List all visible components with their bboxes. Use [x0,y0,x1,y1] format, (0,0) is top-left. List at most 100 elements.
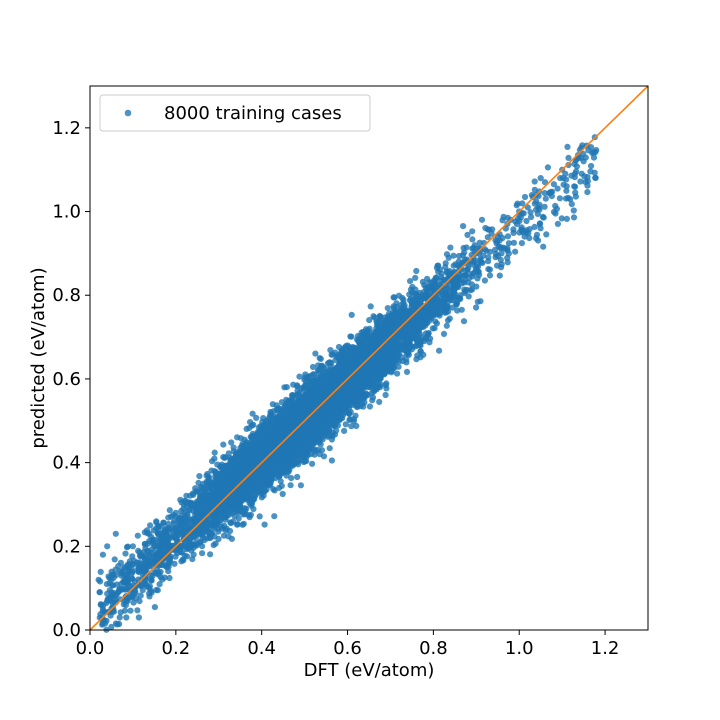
scatter-point [527,209,534,216]
scatter-point [382,391,389,399]
scatter-point [165,514,172,521]
scatter-point [287,482,294,489]
scatter-point [253,414,260,421]
scatter-point [135,614,142,621]
scatter-point [473,304,480,311]
scatter-point [550,181,558,188]
scatter-point [469,236,476,243]
scatter-point [511,248,519,255]
scatter-point [512,218,519,225]
scatter-point [370,313,377,320]
scatter-point [544,164,552,171]
scatter-point [296,373,303,380]
scatter-point [261,521,268,528]
scatter-point [528,213,535,221]
scatter-point [533,235,540,242]
scatter-point [588,162,595,170]
scatter-point [523,217,530,225]
scatter-point [376,398,383,405]
scatter-point [271,513,278,520]
scatter-point [531,223,538,230]
scatter-point [220,441,227,448]
scatter-point [563,215,571,222]
scatter-point [228,439,235,446]
scatter-point [487,248,494,255]
scatter-point [521,193,529,201]
scatter-point [289,392,296,399]
scatter-point [394,370,401,377]
scatter-point [450,252,457,259]
scatter-point [460,318,468,325]
scatter-point [240,520,247,527]
scatter-point [425,330,432,337]
scatter-point [540,214,547,221]
scatter-point [556,195,564,202]
scatter-point [413,267,420,275]
scatter-point [384,305,391,312]
scatter-point [473,283,480,290]
scatter-point [234,434,241,441]
scatter-point [225,450,232,457]
scatter-point [537,225,544,232]
scatter-point [570,214,578,221]
scatter-point [199,550,206,557]
scatter-point [127,607,134,614]
scatter-point [166,574,173,582]
scatter-point [458,306,465,313]
scatter-point [519,200,526,207]
scatter-point [578,170,585,177]
scatter-point [196,473,203,480]
scatter-point [111,556,118,563]
scatter-point [412,274,419,281]
scatter-point [166,507,173,514]
scatter-point [309,460,316,467]
scatter-point [513,202,520,209]
scatter-point [195,479,202,486]
scatter-point [346,416,353,423]
scatter-point [554,185,561,192]
scatter-point [134,607,141,614]
scatter-point [436,347,443,354]
scatter-point [403,368,411,375]
scatter-point [249,410,256,417]
scatter-point [348,333,355,340]
scatter-point [531,178,538,185]
scatter-point [564,143,571,150]
scatter-point [279,490,286,498]
scatter-point [103,581,110,588]
scatter-point [484,234,491,241]
scatter-point [462,267,469,274]
scatter-point [294,473,301,481]
scatter-point [526,235,533,242]
scatter-point [541,190,548,197]
scatter-point [348,423,355,430]
scatter-point [146,593,153,600]
scatter-point [288,475,295,482]
scatter-point [550,208,558,215]
scatter-point [308,450,315,457]
scatter-point [312,350,319,357]
scatter-point [542,195,549,202]
scatter-point [549,188,556,195]
scatter-point [367,303,374,310]
scatter-point [165,568,172,575]
scatter-point [492,254,499,261]
scatter-point [540,243,547,250]
scatter-point [481,277,488,284]
scatter-point [568,201,575,208]
scatter-point [328,457,335,464]
scatter-point [584,189,591,196]
scatter-point [407,278,414,285]
scatter-point [463,244,470,251]
scatter-point [156,581,163,588]
scatter-point [563,176,570,183]
scatter-point [151,604,158,611]
scatter-point [309,363,317,371]
scatter-point [327,347,334,354]
scatter-point [391,294,398,301]
scatter-point [96,589,103,596]
scatter-point [137,592,144,599]
scatter-point [341,427,348,434]
scatter-point [565,161,572,169]
